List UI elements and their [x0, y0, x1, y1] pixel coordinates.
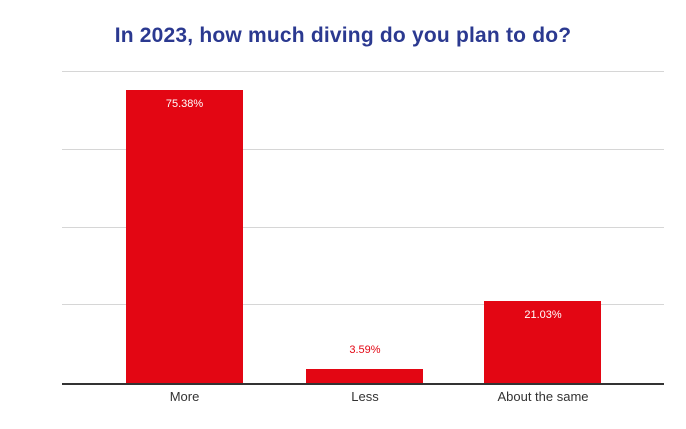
value-label: 21.03%	[524, 309, 562, 322]
bar-less	[306, 369, 424, 383]
category-label-less: Less	[351, 389, 379, 404]
value-label: 3.59%	[349, 344, 381, 357]
gridline	[62, 148, 664, 150]
category-label-more: More	[169, 389, 200, 404]
bar-about-the-same	[484, 301, 602, 383]
category-label-about-the-same: About the same	[497, 389, 589, 404]
gridline	[62, 226, 664, 228]
plot-area: 75.38% 3.59% 21.03%	[62, 71, 664, 385]
value-label: 75.38%	[165, 97, 204, 110]
bar-more	[126, 89, 243, 383]
gridline	[62, 71, 664, 72]
gridline	[62, 304, 664, 306]
chart-title: In 2023, how much diving do you plan to …	[114, 24, 572, 47]
